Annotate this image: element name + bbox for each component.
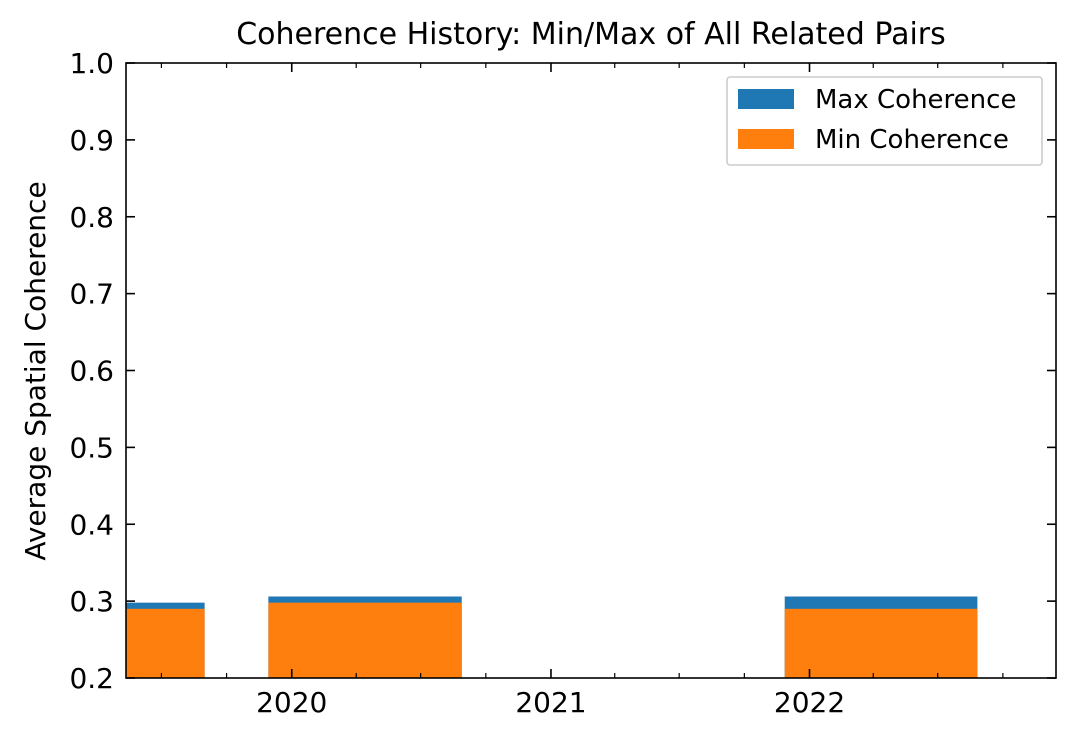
x-tick-label: 2022: [774, 686, 845, 719]
y-tick-label: 0.3: [69, 585, 114, 618]
y-tick-label: 0.9: [69, 124, 114, 157]
legend-swatch-max: [738, 89, 794, 109]
y-axis-label: Average Spatial Coherence: [19, 181, 52, 560]
y-tick-label: 0.2: [69, 662, 114, 695]
y-tick-label: 0.6: [69, 355, 114, 388]
legend-box: [726, 76, 1043, 166]
y-tick-label: 0.7: [69, 278, 114, 311]
ticks-layer: 0.2 0.3 0.4 0.5 0.6 0.7 0.8 0.9 1.0 2020 2021 2022: [69, 47, 1056, 719]
chart-title: Coherence History: Min/Max of All Relate…: [236, 17, 946, 52]
y-tick-label: 1.0: [69, 47, 114, 80]
x-tick-label: 2021: [515, 686, 586, 719]
legend: Max Coherence Min Coherence: [726, 76, 1043, 166]
x-tick-label: 2020: [256, 686, 327, 719]
y-tick-label: 0.5: [69, 431, 114, 464]
legend-label-max: Max Coherence: [815, 85, 1016, 115]
legend-label-min: Min Coherence: [815, 125, 1009, 155]
legend-swatch-min: [738, 129, 794, 149]
plot-frame: [125, 62, 1057, 679]
y-tick-label: 0.8: [69, 201, 114, 234]
bars-layer: [126, 596, 978, 678]
y-tick-label: 0.4: [69, 508, 114, 541]
bar-min-2: [268, 602, 462, 678]
bar-min-3: [784, 608, 978, 678]
bar-min-1: [126, 608, 205, 678]
